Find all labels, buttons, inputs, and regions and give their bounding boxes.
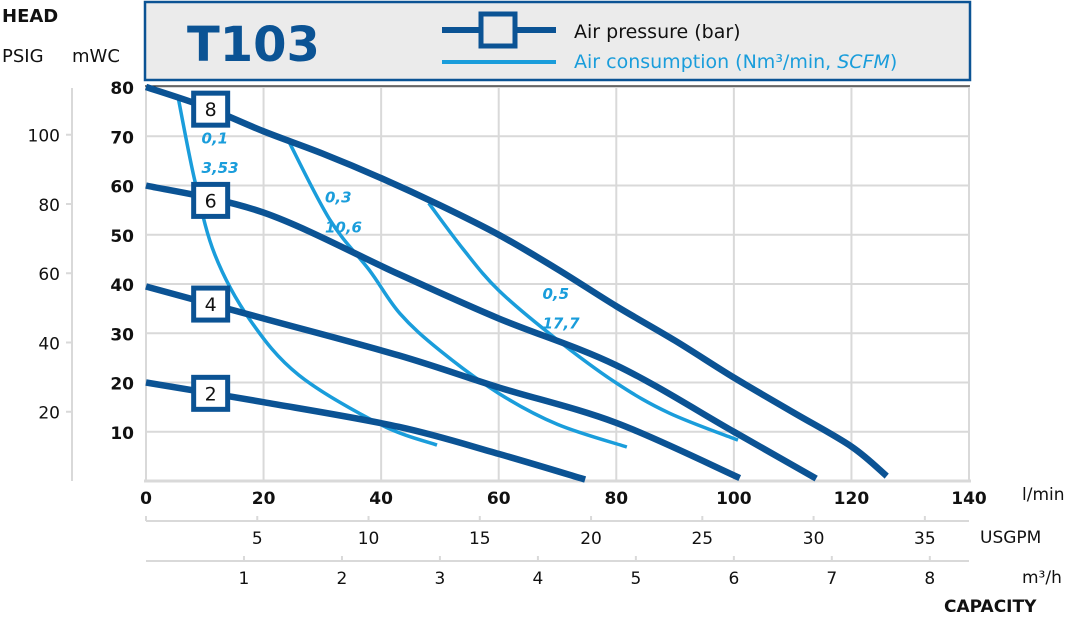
lmin-tick-label: 60: [487, 489, 511, 509]
usgpm-tick-label: 20: [580, 529, 602, 549]
m3h-axis-label: m³/h: [1022, 568, 1062, 588]
m3h-tick-label: 6: [728, 569, 739, 589]
psig-tick-label: 60: [38, 265, 60, 285]
consumption-label-scfm: 17,7: [543, 314, 581, 332]
psig-tick-label: 40: [38, 334, 60, 354]
pressure-curve-6-bar: [145, 182, 818, 482]
consumption-curve-0,3: [286, 138, 628, 449]
m3h-tick-label: 7: [826, 569, 837, 589]
lmin-tick-label: 140: [951, 489, 987, 509]
psig-tick-label: 20: [38, 404, 60, 424]
legend-pressure-label: Air pressure (bar): [574, 21, 741, 43]
mwc-tick-label: 50: [110, 227, 134, 247]
legend-pressure-marker-icon: [478, 11, 518, 49]
psig-tick-label: 80: [38, 196, 60, 216]
mwc-tick-label: 40: [110, 276, 134, 296]
consumption-label-scfm: 3,53: [202, 159, 239, 177]
grid: [144, 86, 971, 483]
consumption-label-nm3: 0,5: [543, 285, 570, 303]
usgpm-tick-label: 25: [691, 529, 713, 549]
lmin-tick-label: 40: [369, 489, 393, 509]
lmin-tick-label: 80: [604, 489, 628, 509]
pressure-label-2: 2: [205, 383, 217, 405]
mwc-tick-label: 60: [110, 178, 134, 198]
lmin-tick-label: 20: [252, 489, 276, 509]
m3h-tick-label: 4: [532, 569, 543, 589]
pressure-curve-4-bar: [145, 283, 742, 482]
mwc-tick-label: 30: [110, 325, 134, 345]
header-background: [143, 0, 972, 82]
m3h-tick-label: 2: [337, 569, 348, 589]
pressure-marker-6: [191, 181, 231, 219]
usgpm-tick-label: 5: [252, 529, 263, 549]
pressure-curves: 8 6 4 2: [144, 83, 889, 483]
usgpm-tick-label: 30: [803, 529, 825, 549]
pressure-label-8: 8: [205, 99, 217, 121]
consumption-curves: 0,1 3,53 0,3 10,6 0,5 17,7: [176, 95, 739, 449]
legend-consumption-italic: SCFM: [837, 51, 890, 73]
psig-axis-label: PSIG: [2, 46, 44, 67]
mwc-tick-label: 10: [110, 424, 134, 444]
consumption-label-scfm: 10,6: [325, 218, 362, 236]
capacity-label: CAPACITY: [944, 597, 1037, 617]
usgpm-tick-label: 15: [469, 529, 491, 549]
psig-tick-label: 100: [28, 127, 60, 147]
pressure-marker-2: [191, 374, 231, 412]
m3h-tick-label: 3: [435, 569, 446, 589]
pressure-marker-4: [191, 285, 231, 323]
lmin-axis-label: l/min: [1022, 485, 1065, 505]
pressure-label-6: 6: [205, 190, 217, 212]
legend: Air pressure (bar) Air consumption (Nm³/…: [442, 11, 897, 73]
legend-consumption-main: Air consumption (Nm³/min,: [574, 51, 837, 73]
usgpm-tick-label: 10: [358, 529, 380, 549]
lmin-tick-label: 0: [140, 489, 152, 509]
legend-consumption-end: ): [890, 51, 897, 73]
pressure-label-4: 4: [205, 294, 217, 316]
legend-consumption-label: Air consumption (Nm³/min, SCFM): [574, 51, 897, 73]
m3h-tick-label: 5: [630, 569, 641, 589]
lmin-tick-label: 120: [834, 489, 870, 509]
mwc-axis-label: mWC: [72, 46, 120, 67]
mwc-tick-label: 80: [110, 79, 134, 99]
mwc-tick-label: 20: [110, 375, 134, 395]
consumption-label-nm3: 0,3: [325, 189, 352, 207]
usgpm-axis-label: USGPM: [980, 528, 1041, 548]
mwc-tick-label: 70: [110, 128, 134, 148]
pressure-marker-8: [191, 90, 231, 128]
header-box: T103 Air pressure (bar) Air consumption …: [143, 0, 972, 87]
lmin-tick-label: 100: [716, 489, 752, 509]
m3h-tick-label: 1: [239, 569, 250, 589]
consumption-label-nm3: 0,1: [202, 130, 229, 148]
m3h-tick-label: 8: [924, 569, 935, 589]
chart-title: T103: [187, 17, 320, 73]
pressure-curve-8-bar: [144, 83, 889, 479]
usgpm-tick-label: 35: [914, 529, 936, 549]
head-label: HEAD: [2, 6, 58, 27]
